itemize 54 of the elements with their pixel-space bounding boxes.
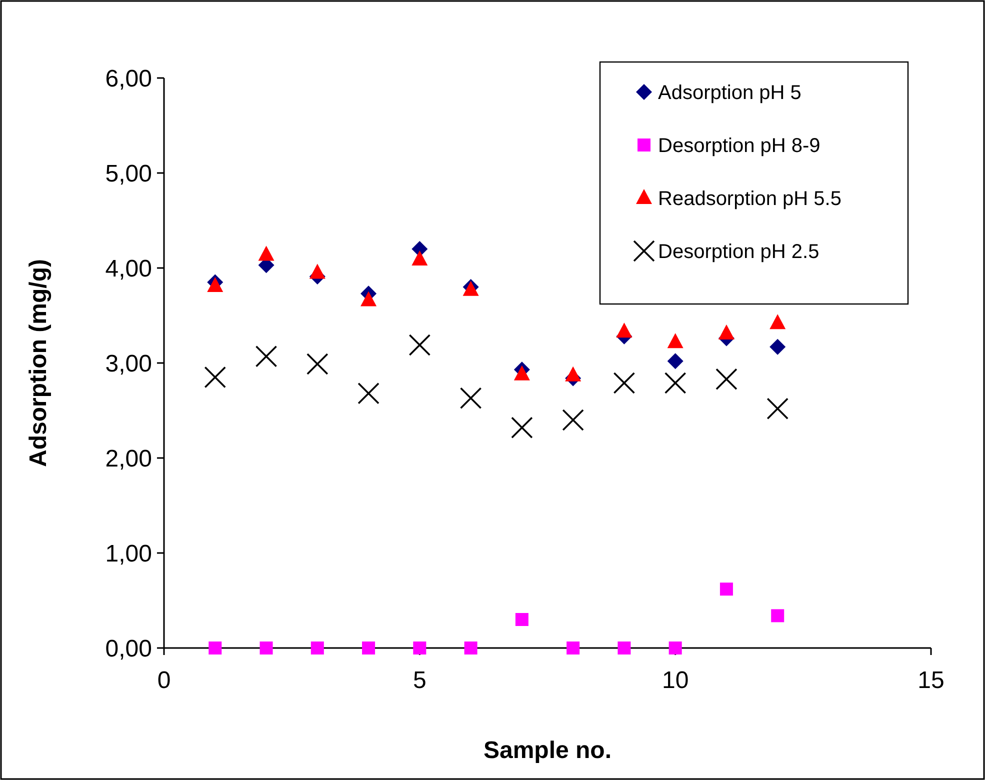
x-tick-label: 10	[662, 667, 689, 694]
point	[667, 353, 684, 370]
legend-label: Desorption pH 8-9	[658, 135, 820, 157]
legend-label: Adsorption pH 5	[658, 82, 802, 104]
point	[771, 609, 784, 622]
y-tick-label: 6,00	[105, 65, 152, 92]
point	[260, 642, 273, 654]
point	[716, 368, 738, 390]
legend-label: Desorption pH 2.5	[658, 241, 820, 263]
point	[616, 322, 632, 338]
y-tick-label: 4,00	[105, 255, 152, 282]
point	[514, 365, 530, 380]
point	[412, 250, 428, 266]
x-tick-label: 0	[157, 667, 171, 694]
point	[770, 338, 786, 355]
point	[766, 398, 788, 420]
point	[613, 372, 636, 394]
point	[566, 642, 580, 654]
point	[309, 264, 326, 279]
x-tick-label: 15	[918, 667, 944, 694]
point	[718, 324, 734, 340]
point	[565, 366, 582, 382]
point	[207, 277, 224, 292]
point	[464, 642, 478, 654]
point	[511, 416, 533, 438]
point	[255, 345, 278, 368]
point	[770, 314, 786, 330]
y-axis-title: Adsorption (mg/g)	[25, 259, 52, 467]
y-tick-label: 3,00	[105, 350, 152, 378]
point	[258, 246, 274, 261]
point	[204, 366, 226, 388]
point	[720, 582, 733, 596]
y-tick-label: 0,00	[105, 635, 152, 662]
y-tick-label: 1,00	[105, 540, 152, 568]
legend-label: Readsorption pH 5.5	[658, 188, 842, 210]
x-tick-label: 5	[412, 667, 426, 694]
point	[208, 642, 222, 654]
y-tick-label: 5,00	[105, 160, 152, 188]
point	[668, 642, 682, 654]
point	[358, 382, 380, 404]
point	[515, 613, 528, 626]
point	[306, 353, 328, 375]
x-axis-title: Sample no.	[483, 737, 612, 764]
point	[413, 642, 426, 654]
y-tick-label: 2,00	[105, 445, 152, 472]
point	[667, 333, 684, 348]
point	[408, 334, 431, 356]
point	[664, 372, 686, 394]
point	[562, 409, 584, 431]
point	[362, 642, 376, 654]
point	[460, 387, 482, 410]
point	[360, 291, 377, 306]
point	[310, 642, 324, 654]
point	[618, 642, 631, 654]
